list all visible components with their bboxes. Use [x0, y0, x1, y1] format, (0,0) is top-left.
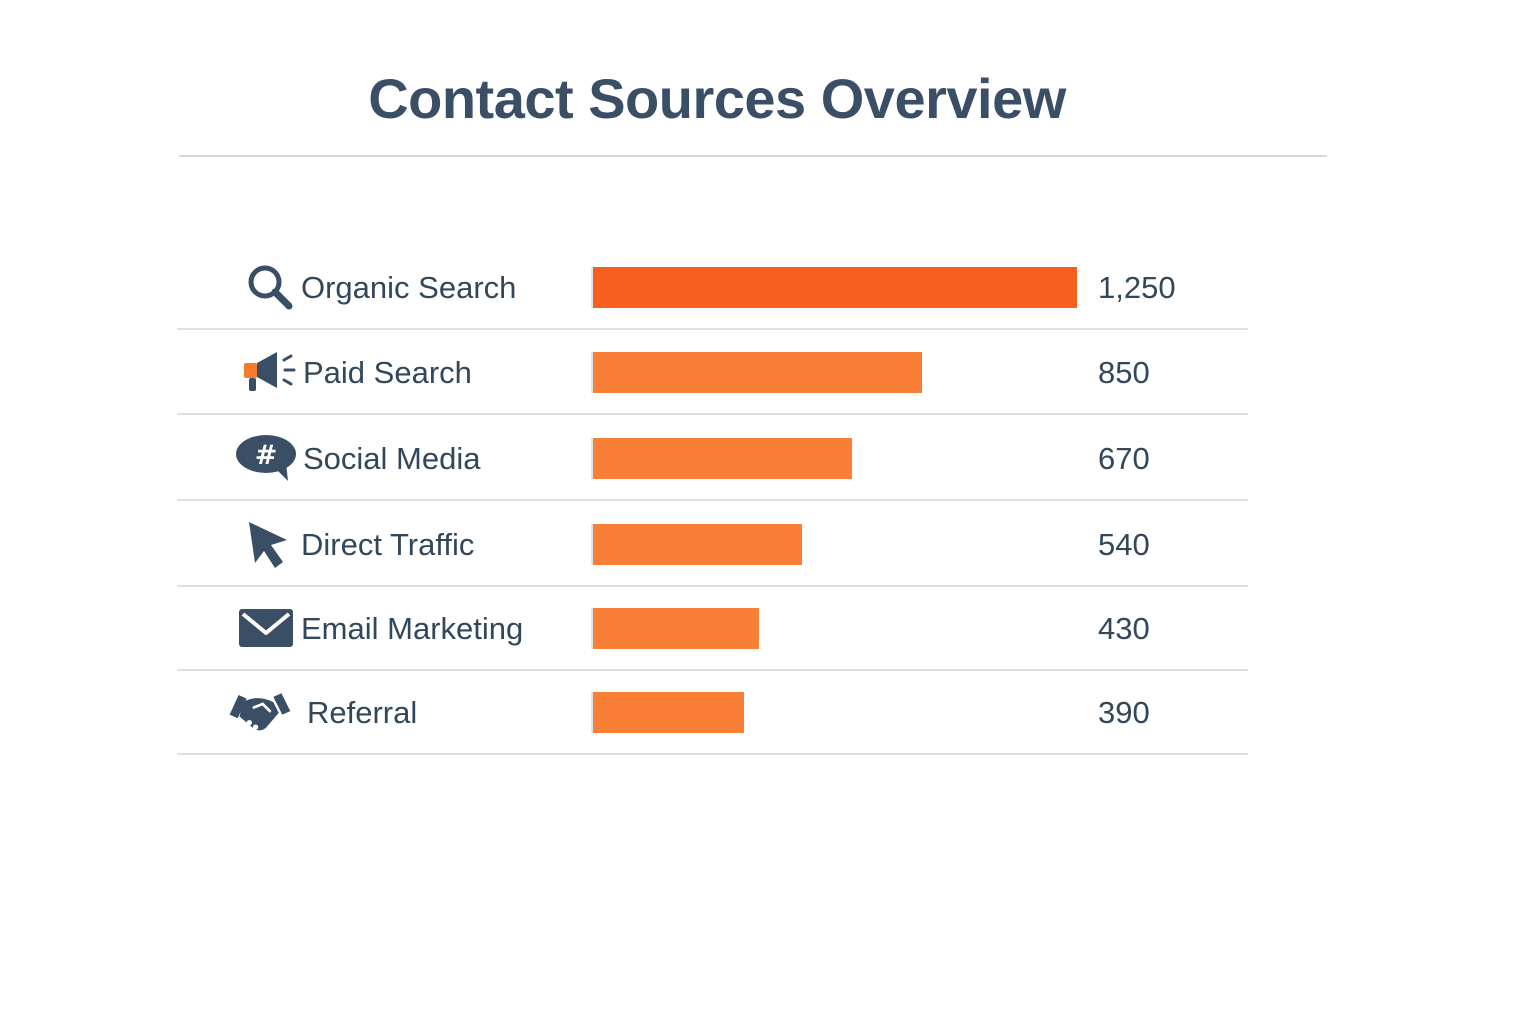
bar [591, 438, 852, 479]
category-label: Paid Search [303, 355, 472, 390]
bar [591, 608, 759, 649]
megaphone-icon [237, 342, 303, 402]
value-label: 430 [1098, 611, 1150, 646]
category-label: Referral [307, 695, 418, 730]
chart-row: Paid Search 850 [177, 330, 1248, 415]
category-label: Email Marketing [301, 611, 524, 646]
bar [591, 524, 802, 565]
value-label: 670 [1098, 441, 1150, 476]
svg-text:#: # [255, 440, 278, 471]
row-divider [177, 328, 1248, 330]
row-divider [177, 753, 1248, 755]
envelope-icon [233, 598, 299, 658]
chart-row: Organic Search 1,250 [177, 245, 1248, 330]
chart-row: Direct Traffic 540 [177, 502, 1248, 587]
row-divider [177, 413, 1248, 415]
chat-hashtag-icon: # [233, 428, 299, 488]
row-divider [177, 585, 1248, 587]
search-icon [237, 257, 303, 317]
chart-title: Contact Sources Overview [368, 67, 1066, 130]
value-label: 850 [1098, 355, 1150, 390]
handshake-icon [227, 682, 293, 742]
value-label: 390 [1098, 695, 1150, 730]
chart-row: Email Marketing 430 [177, 586, 1248, 671]
row-divider [177, 499, 1248, 501]
chart-row: # Social Media 670 [177, 416, 1248, 501]
value-label: 540 [1098, 527, 1150, 562]
bar [591, 692, 744, 733]
value-label: 1,250 [1098, 270, 1176, 305]
bar [591, 352, 922, 393]
category-label: Social Media [303, 441, 481, 476]
chart-row: Referral 390 [177, 670, 1248, 755]
category-label: Organic Search [301, 270, 517, 305]
bar [591, 267, 1077, 308]
title-divider [179, 155, 1327, 157]
row-divider [177, 669, 1248, 671]
cursor-icon [235, 514, 301, 574]
category-label: Direct Traffic [301, 527, 475, 562]
